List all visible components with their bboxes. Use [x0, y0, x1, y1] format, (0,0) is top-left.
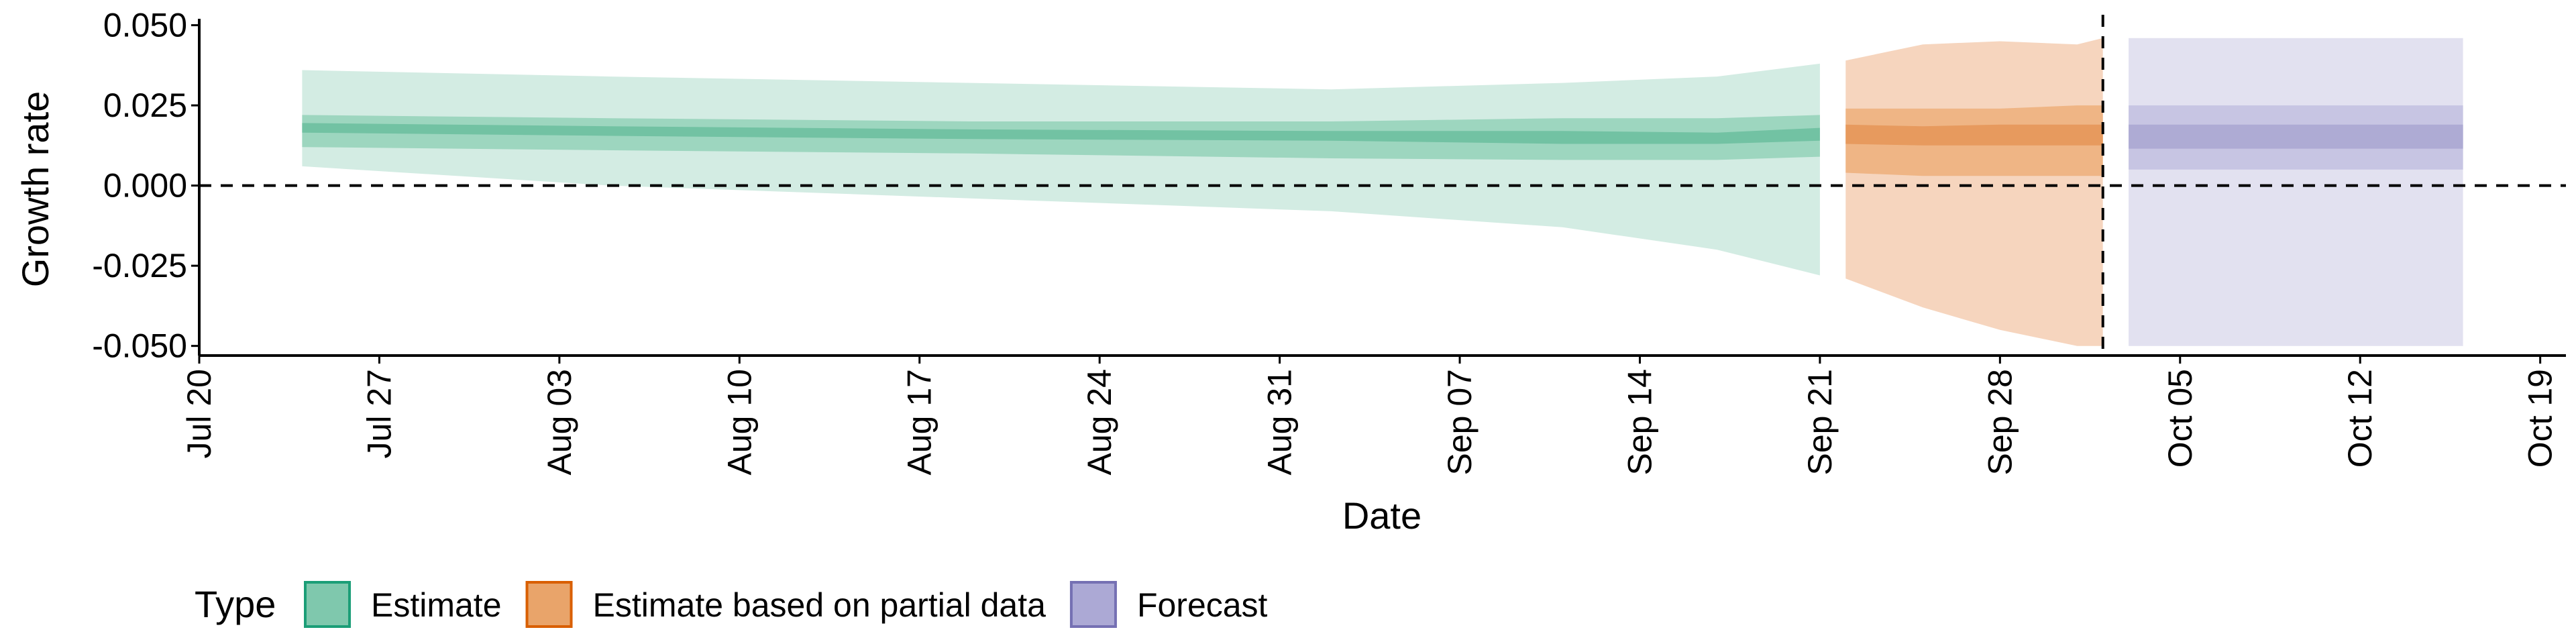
x-tick-label: Jul 27 — [360, 369, 398, 458]
plot-panel — [302, 38, 2463, 346]
legend-key — [1069, 581, 1117, 628]
legend-label: Estimate based on partial data — [593, 586, 1046, 624]
x-tick-label: Oct 19 — [2522, 369, 2559, 468]
legend: Type Estimate Estimate based on partial d… — [195, 581, 1268, 628]
x-tick-label: Jul 20 — [180, 369, 218, 458]
x-tick-label: Aug 24 — [1081, 369, 1118, 475]
y-tick-label: 0.000 — [103, 167, 187, 205]
x-tick-label: Aug 31 — [1261, 369, 1299, 475]
legend-key — [304, 581, 351, 628]
inner-band — [2129, 124, 2463, 149]
x-tick-label: Oct 05 — [2161, 369, 2199, 468]
legend-item: Forecast — [1069, 581, 1268, 628]
outer-band — [2129, 38, 2463, 346]
legend-key — [525, 581, 573, 628]
y-tick-label: -0.025 — [92, 247, 187, 284]
y-tick-label: 0.025 — [103, 87, 187, 124]
legend-item: Estimate based on partial data — [525, 581, 1046, 628]
y-tick-label: -0.050 — [92, 327, 187, 365]
series-1 — [302, 63, 1820, 276]
x-tick-label: Sep 21 — [1801, 369, 1839, 475]
x-tick-label: Sep 07 — [1441, 369, 1479, 475]
axes: 0.050 0.025 0.000 -0.025 -0.050 Jul 20 Jul 27 A… — [92, 7, 2566, 475]
x-tick-label: Aug 03 — [541, 369, 578, 475]
legend-label: Forecast — [1137, 586, 1268, 624]
outer-band — [1845, 38, 2103, 346]
legend-item: Estimate — [304, 581, 502, 628]
y-tick-label: 0.050 — [103, 7, 187, 44]
outer-band — [302, 63, 1820, 276]
x-tick-label: Oct 12 — [2341, 369, 2379, 468]
inner-band — [302, 123, 1820, 144]
y-axis-title: Growth rate — [14, 91, 56, 288]
x-axis-title: Date — [1342, 494, 1421, 537]
series-3 — [2129, 38, 2463, 346]
series-2 — [1845, 38, 2103, 346]
x-tick-label: Aug 10 — [720, 369, 758, 475]
x-tick-label: Sep 14 — [1621, 369, 1658, 475]
legend-label: Estimate — [371, 586, 502, 624]
x-tick-label: Aug 17 — [901, 369, 938, 475]
legend-title: Type — [195, 583, 276, 625]
x-tick-label: Sep 28 — [1981, 369, 2019, 475]
inner-band — [1845, 124, 2103, 146]
